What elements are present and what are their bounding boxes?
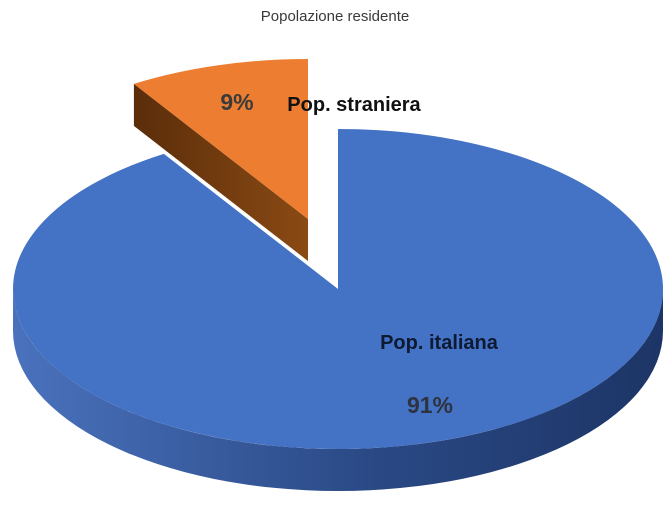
value-label-pop-italiana: 91%	[407, 392, 453, 418]
slice-pop-straniera	[133, 59, 308, 219]
slice-wall-pop-italiana	[13, 289, 663, 491]
category-label-pop-italiana: Pop. italiana	[380, 332, 499, 354]
slice-side-pop-straniera	[133, 83, 308, 262]
chart-title: Popolazione residente	[260, 8, 410, 25]
value-label-pop-straniera: 9%	[220, 89, 253, 115]
category-label-pop-straniera: Pop. straniera	[287, 94, 421, 116]
slice-pop-italiana	[13, 129, 664, 450]
